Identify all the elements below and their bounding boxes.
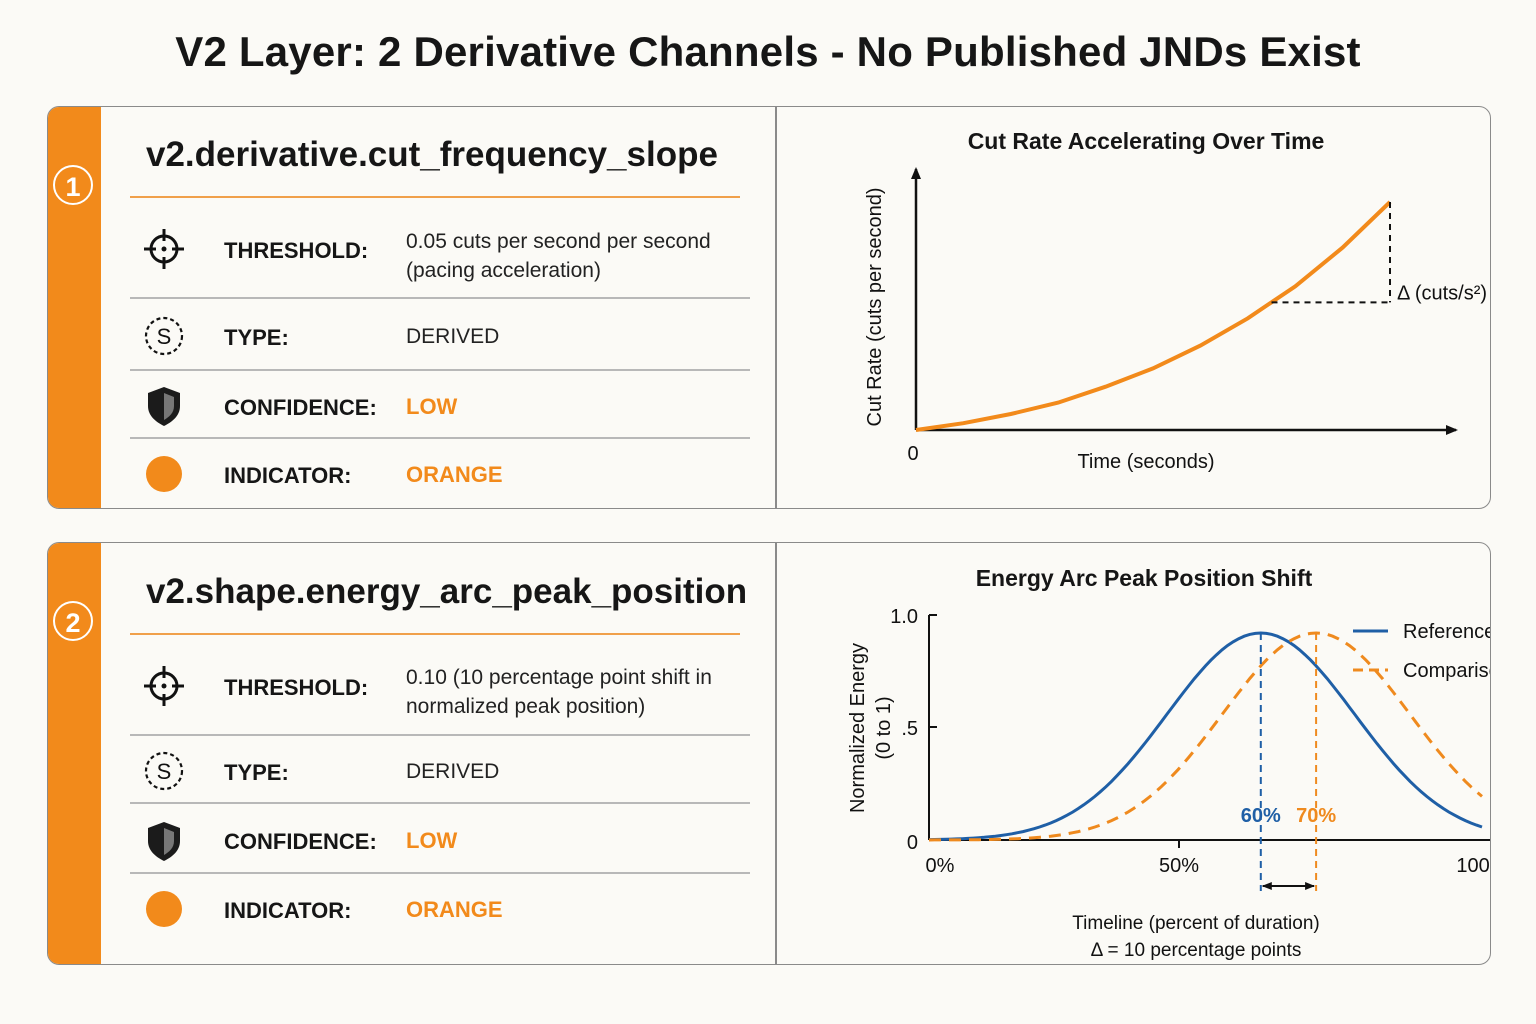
chart-title: Cut Rate Accelerating Over Time xyxy=(968,128,1325,154)
threshold-value-line2: normalized peak position) xyxy=(406,695,646,718)
channel-number-badge: 1 xyxy=(53,165,93,205)
threshold-value-line2: (pacing acceleration) xyxy=(406,259,601,282)
threshold-value-line1: 0.10 (10 percentage point shift in xyxy=(406,666,712,689)
target-icon xyxy=(144,666,184,706)
row-divider xyxy=(130,297,750,299)
chart-title: Energy Arc Peak Position Shift xyxy=(976,565,1313,591)
indicator-value: ORANGE xyxy=(406,462,503,487)
dollar-icon: S xyxy=(144,751,184,791)
x-tick-label: 0% xyxy=(926,855,955,877)
y-axis-label: Normalized Energy xyxy=(847,643,869,813)
channel-card-2: 2 v2.shape.energy_arc_peak_position THRE… xyxy=(47,542,1491,965)
type-label: TYPE: xyxy=(224,760,289,785)
indicator-label: INDICATOR: xyxy=(224,898,352,923)
channel-name: v2.derivative.cut_frequency_slope xyxy=(146,135,718,174)
confidence-value: LOW xyxy=(406,394,458,419)
shield-icon xyxy=(148,387,180,426)
delta-label: Δ (cuts/s²) xyxy=(1397,282,1487,304)
panel-divider xyxy=(775,107,777,508)
channel-number-badge: 2 xyxy=(53,601,93,641)
row-divider xyxy=(130,437,750,439)
delta-caption: Δ = 10 percentage points xyxy=(1091,940,1302,961)
legend-reference-label: Reference xyxy=(1403,621,1490,643)
x-tick-label: 100% xyxy=(1456,855,1490,877)
energy-arc-chart: Energy Arc Peak Position Shift 1.0 .5 0 … xyxy=(847,565,1490,961)
type-value: DERIVED xyxy=(406,760,500,783)
threshold-label: THRESHOLD: xyxy=(224,675,369,700)
x-tick-label: 50% xyxy=(1159,855,1199,877)
confidence-label: CONFIDENCE: xyxy=(224,395,377,420)
svg-text:S: S xyxy=(157,759,172,784)
shield-icon xyxy=(148,822,180,861)
page-title: V2 Layer: 2 Derivative Channels - No Pub… xyxy=(175,28,1361,75)
y-tick-label: 1.0 xyxy=(890,606,918,628)
row-divider xyxy=(130,802,750,804)
reference-peak-label: 60% xyxy=(1241,805,1281,827)
y-axis-label-unit: (0 to 1) xyxy=(873,696,895,759)
svg-text:S: S xyxy=(157,324,172,349)
row-divider xyxy=(130,734,750,736)
confidence-label: CONFIDENCE: xyxy=(224,829,377,854)
threshold-value-line1: 0.05 cuts per second per second xyxy=(406,230,711,253)
dollar-icon: S xyxy=(144,316,184,356)
title-underline xyxy=(130,196,740,198)
indicator-value: ORANGE xyxy=(406,897,503,922)
row-divider xyxy=(130,872,750,874)
indicator-label: INDICATOR: xyxy=(224,463,352,488)
title-underline xyxy=(130,633,740,635)
channel-card-1: 1 v2.derivative.cut_frequency_slope THRE… xyxy=(47,106,1491,509)
y-axis-label: Cut Rate (cuts per second) xyxy=(864,188,886,427)
comparison-peak-label: 70% xyxy=(1296,805,1336,827)
cut-rate-curve xyxy=(915,200,1392,432)
y-tick-label: 0 xyxy=(907,832,918,854)
type-label: TYPE: xyxy=(224,325,289,350)
type-value: DERIVED xyxy=(406,325,500,348)
row-divider xyxy=(130,369,750,371)
x-axis-label: Time (seconds) xyxy=(1077,451,1214,473)
legend-comparison-label: Comparison xyxy=(1403,660,1490,682)
origin-label: 0 xyxy=(907,443,918,465)
reference-curve xyxy=(928,631,1483,842)
target-icon xyxy=(144,229,184,269)
comparison-curve xyxy=(928,631,1483,842)
channel-name: v2.shape.energy_arc_peak_position xyxy=(146,572,748,611)
threshold-label: THRESHOLD: xyxy=(224,238,369,263)
orange-dot-icon xyxy=(146,456,182,492)
y-tick-label: .5 xyxy=(901,718,918,740)
panel-divider xyxy=(775,543,777,964)
cut-rate-chart: Cut Rate Accelerating Over Time 0 Time (… xyxy=(864,128,1487,473)
x-axis-label: Timeline (percent of duration) xyxy=(1072,913,1319,934)
orange-dot-icon xyxy=(146,891,182,927)
confidence-value: LOW xyxy=(406,828,458,853)
